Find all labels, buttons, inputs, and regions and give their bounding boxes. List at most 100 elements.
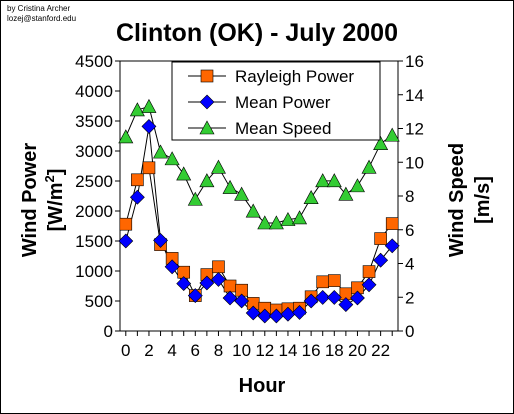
y2-tick-label: 10 xyxy=(405,153,424,172)
plot-area: 0500100015002000250030003500400045000246… xyxy=(75,52,424,360)
data-point-mean-speed xyxy=(257,215,273,230)
y2-tick-label: 2 xyxy=(405,288,414,307)
x-tick-label: 0 xyxy=(121,341,130,360)
data-point-rayleigh-power xyxy=(131,173,144,187)
data-point-mean-speed xyxy=(129,102,145,117)
legend-marker-mean-speed xyxy=(199,120,215,135)
data-point-mean-power xyxy=(280,306,296,322)
legend: Rayleigh Power Mean Power Mean Speed xyxy=(171,61,381,141)
y-unit-post: ] xyxy=(45,169,67,176)
y-tick-label: 3000 xyxy=(75,142,113,161)
y2-tick-label: 0 xyxy=(405,322,414,341)
data-point-mean-speed xyxy=(164,151,180,166)
y2-tick-label: 16 xyxy=(405,52,424,71)
chart-title: Clinton (OK) - July 2000 xyxy=(116,19,398,47)
y-unit-sup: 2 xyxy=(42,175,57,182)
x-tick-label: 6 xyxy=(191,341,200,360)
data-point-mean-power xyxy=(303,293,319,309)
data-point-mean-power xyxy=(176,276,192,292)
data-point-rayleigh-power xyxy=(142,161,156,175)
data-point-mean-speed xyxy=(187,191,203,206)
data-point-mean-speed xyxy=(349,178,365,193)
credit-author: by Cristina Archer xyxy=(7,4,71,13)
y-unit-pre: [W/m xyxy=(45,183,67,232)
y-tick-label: 4500 xyxy=(75,52,113,71)
y-tick-label: 2500 xyxy=(75,172,113,191)
data-point-mean-power xyxy=(384,238,400,254)
x-axis-label: Hour xyxy=(239,375,286,397)
data-point-mean-power xyxy=(257,308,273,324)
data-point-mean-speed xyxy=(234,186,250,201)
data-point-mean-speed xyxy=(176,166,192,181)
data-point-mean-power xyxy=(234,293,250,309)
data-point-mean-speed xyxy=(361,159,377,174)
legend-marker-rayleigh-power xyxy=(200,69,214,83)
y2-tick-label: 6 xyxy=(405,221,414,240)
credit-email: lozej@stanford.edu xyxy=(7,14,77,23)
data-point-mean-speed xyxy=(141,98,157,113)
data-point-mean-power xyxy=(350,290,365,306)
y2-axis-label: Wind Speed xyxy=(446,143,468,257)
data-point-mean-power xyxy=(199,275,215,291)
data-point-mean-power xyxy=(153,232,168,248)
data-point-mean-speed xyxy=(222,179,238,194)
data-point-rayleigh-power xyxy=(327,274,341,287)
x-tick-label: 8 xyxy=(214,341,223,360)
data-point-rayleigh-power xyxy=(212,260,225,274)
data-point-mean-speed xyxy=(384,127,400,142)
y-axis-unit: [W/m2] xyxy=(42,169,67,232)
data-point-mean-speed xyxy=(118,129,134,144)
x-tick-label: 4 xyxy=(167,341,176,360)
y-tick-label: 1500 xyxy=(75,232,113,251)
y-tick-label: 1000 xyxy=(75,262,113,281)
data-point-mean-power xyxy=(118,233,134,249)
data-point-mean-power xyxy=(268,308,284,324)
y-tick-label: 4000 xyxy=(75,82,113,101)
data-point-mean-power xyxy=(129,189,145,205)
x-tick-label: 10 xyxy=(232,341,251,360)
x-tick-label: 20 xyxy=(348,341,367,360)
data-point-mean-power xyxy=(245,305,261,321)
data-point-mean-power xyxy=(315,289,331,305)
data-point-rayleigh-power xyxy=(362,265,376,278)
author-credit: by Cristina Archer lozej@stanford.edu xyxy=(7,4,76,24)
y2-tick-label: 12 xyxy=(405,120,424,139)
data-point-rayleigh-power xyxy=(119,217,133,231)
y-tick-label: 2000 xyxy=(75,202,113,221)
data-point-mean-speed xyxy=(199,173,215,188)
legend-label-mean-power: Mean Power xyxy=(235,93,331,112)
data-point-mean-power xyxy=(164,259,180,275)
data-point-mean-speed xyxy=(326,173,342,188)
data-point-mean-speed xyxy=(292,210,308,225)
data-point-mean-power xyxy=(361,277,377,293)
data-point-mean-power xyxy=(141,118,157,134)
data-point-mean-power xyxy=(187,288,203,304)
x-tick-label: 12 xyxy=(255,341,274,360)
data-point-mean-speed xyxy=(280,211,296,226)
data-point-rayleigh-power xyxy=(385,217,399,230)
x-tick-label: 22 xyxy=(371,341,390,360)
legend-label-mean-speed: Mean Speed xyxy=(235,119,331,138)
x-tick-label: 18 xyxy=(325,341,344,360)
x-tick-label: 14 xyxy=(278,341,297,360)
legend-label-rayleigh-power: Rayleigh Power xyxy=(235,67,354,86)
data-point-mean-speed xyxy=(245,203,261,218)
data-point-mean-speed xyxy=(268,215,284,230)
data-point-mean-power xyxy=(292,304,307,320)
data-point-rayleigh-power xyxy=(316,275,330,289)
y-tick-label: 0 xyxy=(104,322,113,341)
legend-marker-mean-power xyxy=(199,94,215,110)
data-point-mean-speed xyxy=(373,136,389,150)
data-point-mean-speed xyxy=(153,144,169,159)
x-tick-label: 16 xyxy=(302,341,321,360)
series-layer xyxy=(118,98,400,324)
data-point-mean-speed xyxy=(303,190,319,204)
data-point-mean-power xyxy=(373,252,389,268)
y2-tick-label: 14 xyxy=(405,86,424,105)
data-point-mean-power xyxy=(222,290,238,306)
data-point-rayleigh-power xyxy=(374,232,387,245)
data-point-mean-power xyxy=(211,271,226,287)
data-point-mean-power xyxy=(326,289,342,305)
data-point-mean-speed xyxy=(338,186,354,201)
